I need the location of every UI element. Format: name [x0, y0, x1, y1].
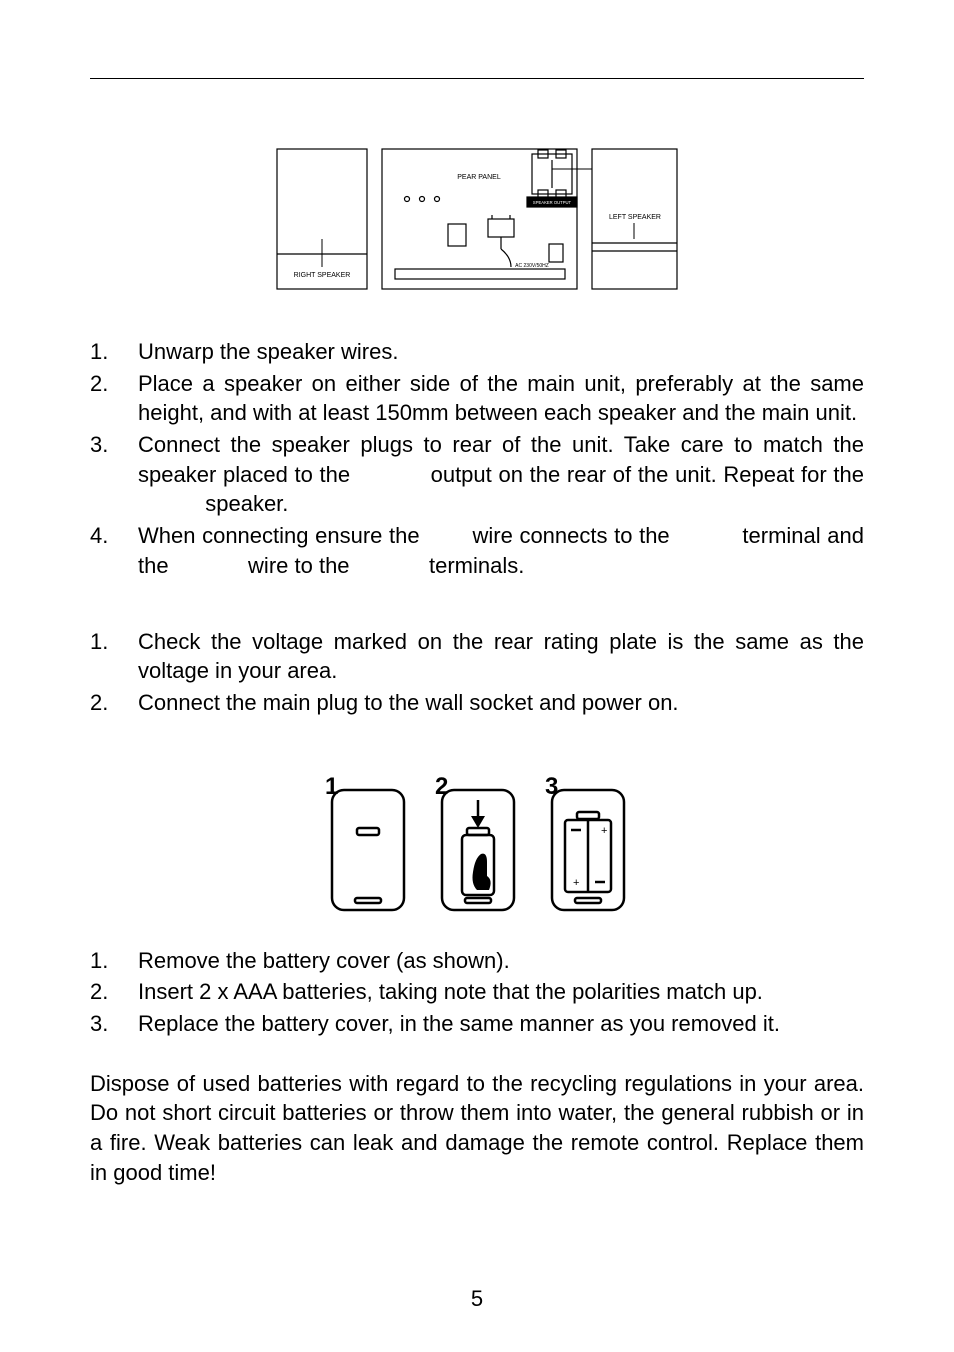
list-item: 1.Remove the battery cover (as shown). [90, 946, 864, 976]
list-num: 1. [90, 337, 138, 367]
list-item: 2.Connect the main plug to the wall sock… [90, 688, 864, 718]
list-item: 2.Place a speaker on either side of the … [90, 369, 864, 428]
battery-diagram: 1 2 3 + + [297, 770, 657, 920]
page-number: 5 [0, 1286, 954, 1312]
list-text: When connecting ensure the wire connects… [138, 521, 864, 580]
list-text: Unwarp the speaker wires. [138, 337, 864, 367]
list-num: 3. [90, 1009, 138, 1039]
list-text: Check the voltage marked on the rear rat… [138, 627, 864, 686]
list-num: 4. [90, 521, 138, 580]
left-speaker-label: LEFT SPEAKER [609, 214, 661, 221]
divider [90, 78, 864, 79]
list-text: Replace the battery cover, in the same m… [138, 1009, 864, 1039]
list-num: 1. [90, 946, 138, 976]
list-num: 2. [90, 369, 138, 428]
list-num: 1. [90, 627, 138, 686]
list-text: Connect the main plug to the wall socket… [138, 688, 864, 718]
plus-icon: + [573, 877, 579, 889]
speaker-setup-list: 1.Unwarp the speaker wires. 2.Place a sp… [90, 337, 864, 581]
step-3-label: 3 [545, 773, 558, 800]
battery-disposal-paragraph: Dispose of used batteries with regard to… [90, 1069, 864, 1188]
power-setup-list: 1.Check the voltage marked on the rear r… [90, 627, 864, 718]
list-item: 4.When connecting ensure the wire connec… [90, 521, 864, 580]
step-2-label: 2 [435, 773, 448, 800]
list-text: Place a speaker on either side of the ma… [138, 369, 864, 428]
list-text: Insert 2 x AAA batteries, taking note th… [138, 977, 864, 1007]
list-item: 1.Unwarp the speaker wires. [90, 337, 864, 367]
list-num: 2. [90, 977, 138, 1007]
step-1-label: 1 [325, 773, 338, 800]
plus-icon: + [601, 825, 607, 837]
list-item: 1.Check the voltage marked on the rear r… [90, 627, 864, 686]
list-item: 3.Connect the speaker plugs to rear of t… [90, 430, 864, 519]
ac-label: AC 230V/50HZ [515, 263, 549, 269]
right-speaker-label: RIGHT SPEAKER [294, 272, 351, 279]
sp-out-label: SPEAKER OUTPUT [533, 200, 572, 205]
list-text: Remove the battery cover (as shown). [138, 946, 864, 976]
list-num: 3. [90, 430, 138, 519]
pear-panel-label: PEAR PANEL [457, 174, 501, 181]
battery-install-list: 1.Remove the battery cover (as shown). 2… [90, 946, 864, 1039]
list-item: 3.Replace the battery cover, in the same… [90, 1009, 864, 1039]
list-text: Connect the speaker plugs to rear of the… [138, 430, 864, 519]
list-item: 2.Insert 2 x AAA batteries, taking note … [90, 977, 864, 1007]
rear-panel-diagram: PEAR PANEL LEFT SPEAKER RIGHT SPEAKER AC… [272, 139, 682, 309]
list-num: 2. [90, 688, 138, 718]
